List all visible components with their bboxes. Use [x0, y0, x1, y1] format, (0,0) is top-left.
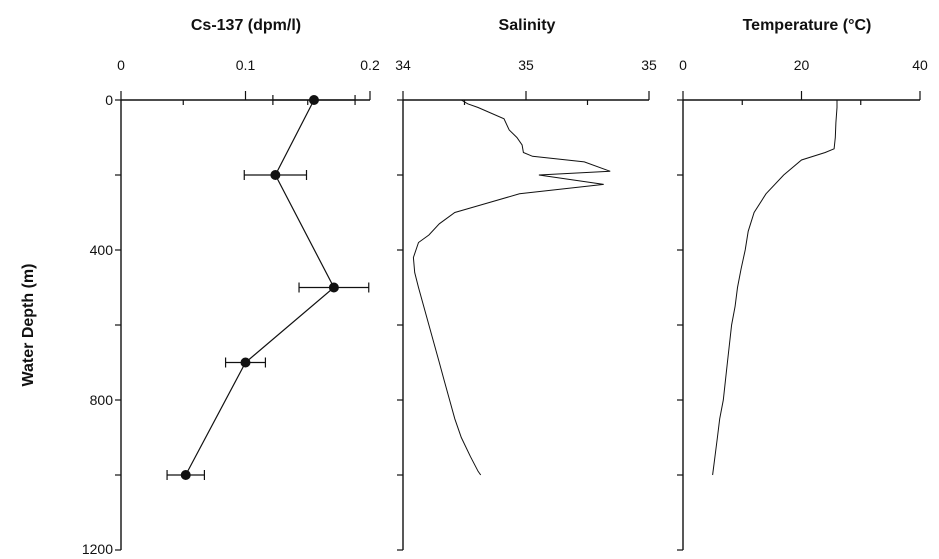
salinity-x-tick-label: 34	[395, 57, 411, 73]
salinity-series-line	[412, 99, 611, 476]
cs137-x-tick-label: 0	[117, 57, 125, 73]
y-tick-label: 1200	[82, 541, 113, 557]
panel-title-temperature: Temperature (°C)	[743, 17, 872, 34]
y-tick-label: 0	[105, 92, 113, 108]
temperature-series-line	[712, 100, 838, 476]
cs137-x-tick-label: 0.1	[236, 57, 256, 73]
plots-layer: 0 0.1 0.2 34 35 35 0 20 40	[115, 57, 928, 551]
salinity-x-tick-label: 35	[518, 57, 534, 73]
data-point	[240, 357, 251, 368]
y-tick-label: 800	[90, 392, 114, 408]
panel-title-salinity: Salinity	[499, 17, 556, 34]
temperature-x-tick-label: 20	[794, 57, 810, 73]
y-axis-label: Water Depth (m)	[20, 264, 37, 387]
data-point	[308, 95, 319, 105]
salinity-x-tick-label: 35	[641, 57, 657, 73]
y-tick-label: 400	[90, 242, 114, 258]
temperature-x-tick-label: 40	[912, 57, 928, 73]
panel-title-cs137: Cs-137 (dpm/l)	[191, 17, 301, 34]
data-point	[180, 470, 191, 480]
data-point	[328, 282, 339, 293]
cs137-x-tick-label: 0.2	[360, 57, 380, 73]
data-point	[270, 170, 281, 180]
temperature-x-tick-label: 0	[679, 57, 687, 73]
